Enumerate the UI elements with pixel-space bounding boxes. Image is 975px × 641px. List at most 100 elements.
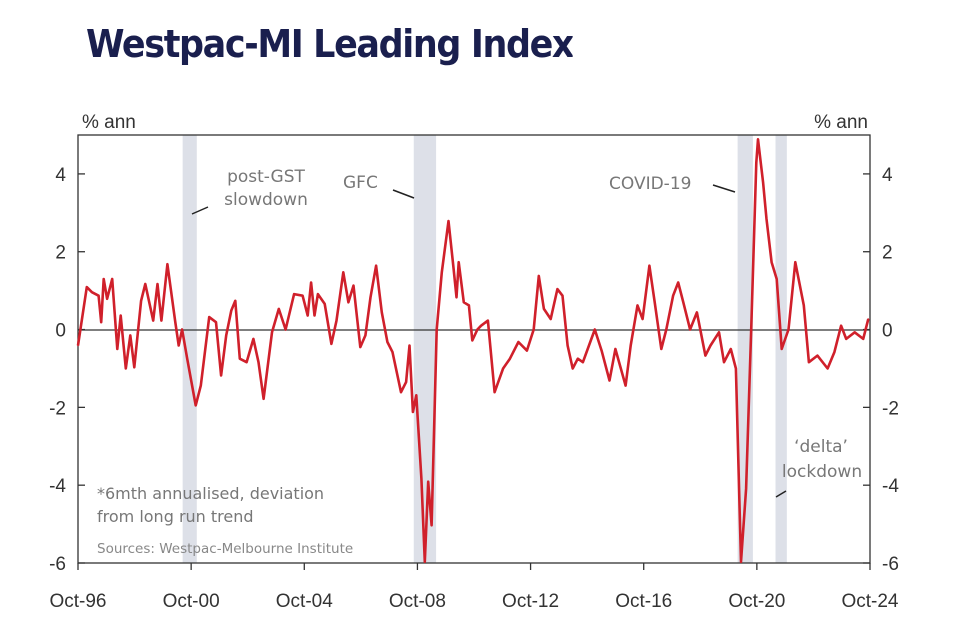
footnote-line1: *6mth annualised, deviation: [97, 484, 324, 503]
x-tick-label: Oct-20: [728, 591, 785, 612]
y-tick-label-left: 2: [55, 243, 66, 264]
chart-title: Westpac-MI Leading Index: [86, 22, 574, 66]
data-point: [125, 367, 127, 370]
annotation-pointer: [712, 184, 736, 193]
data-point: [375, 264, 377, 267]
data-point: [106, 298, 108, 300]
data-point: [77, 344, 79, 347]
data-point: [359, 346, 362, 348]
data-point: [816, 354, 819, 357]
annotation-pointer: [392, 189, 415, 199]
data-point: [755, 161, 758, 164]
data-point: [160, 319, 163, 322]
data-point: [452, 268, 455, 270]
data-point: [391, 351, 394, 353]
data-point: [230, 309, 233, 312]
data-point: [415, 394, 418, 397]
data-point: [629, 344, 632, 347]
data-point: [352, 284, 355, 287]
y-tick-label-left: -6: [49, 554, 66, 575]
data-point: [186, 357, 188, 360]
shaded-period: [737, 135, 753, 563]
data-point: [549, 318, 552, 320]
x-tick-label: Oct-04: [276, 591, 333, 612]
y-tick-label-right: 4: [882, 165, 893, 186]
data-point: [577, 357, 579, 360]
data-point: [245, 361, 248, 364]
data-point: [463, 301, 465, 304]
data-point: [400, 391, 402, 393]
y-tick-label-left: -2: [49, 398, 66, 419]
data-point: [833, 351, 836, 353]
data-point: [317, 293, 319, 295]
y-tick-label-right: 2: [882, 243, 893, 264]
data-point: [144, 283, 147, 285]
data-point: [293, 293, 295, 295]
y-tick-label-right: -6: [882, 554, 899, 575]
data-point: [775, 278, 778, 280]
data-points: [77, 138, 870, 563]
data-point: [487, 319, 489, 322]
data-point: [624, 384, 627, 387]
data-point: [665, 328, 668, 331]
data-point: [215, 321, 217, 323]
x-tick-label: Oct-16: [615, 591, 672, 612]
data-point: [471, 339, 474, 342]
data-point: [225, 334, 228, 337]
data-point: [430, 524, 433, 527]
data-point: [718, 331, 720, 334]
data-point: [704, 354, 707, 357]
data-point: [593, 328, 596, 331]
data-point: [648, 264, 651, 267]
data-point: [571, 367, 574, 370]
data-point: [85, 286, 88, 288]
data-point: [502, 367, 504, 370]
data-point: [689, 328, 691, 331]
data-point: [177, 344, 180, 347]
source-note: Sources: Westpac-Melbourne Institute: [97, 541, 353, 557]
data-point: [566, 344, 569, 347]
data-point: [313, 314, 316, 317]
x-tick-label: Oct-24: [841, 591, 898, 612]
data-point: [234, 299, 237, 302]
data-point: [770, 261, 773, 264]
data-point: [116, 348, 119, 350]
data-point: [102, 278, 105, 280]
data-point: [853, 331, 856, 334]
data-point: [111, 278, 114, 280]
data-point: [672, 294, 674, 297]
annotation-delta-line2: lockdown: [782, 462, 862, 482]
y-tick-label-right: 0: [882, 321, 893, 342]
data-point: [677, 281, 680, 284]
data-point: [556, 288, 559, 290]
data-point: [284, 328, 287, 331]
data-point: [435, 328, 438, 331]
data-point: [636, 304, 639, 307]
x-tick-label: Oct-96: [49, 591, 106, 612]
data-point: [526, 349, 528, 352]
data-point: [166, 263, 169, 265]
data-point: [532, 328, 535, 331]
data-point: [696, 311, 698, 314]
data-point: [119, 314, 122, 317]
data-point: [380, 311, 383, 314]
footnote-line2: from long run trend: [97, 507, 254, 526]
data-point: [493, 391, 496, 393]
data-point: [369, 296, 372, 299]
data-point: [867, 318, 870, 320]
plot-frame: [77, 134, 871, 564]
data-point: [709, 344, 712, 347]
data-point: [257, 361, 260, 364]
data-point: [174, 321, 177, 323]
y-axis-label-left: % ann: [82, 112, 136, 133]
data-point: [156, 283, 159, 285]
data-point: [220, 374, 222, 377]
data-point: [364, 334, 367, 337]
x-tick-label: Oct-00: [163, 591, 220, 612]
data-point: [740, 561, 742, 563]
data-point: [310, 281, 312, 284]
data-point: [735, 367, 737, 370]
y-tick-label-right: -2: [882, 398, 899, 419]
data-point: [457, 261, 460, 264]
data-point: [271, 331, 273, 334]
